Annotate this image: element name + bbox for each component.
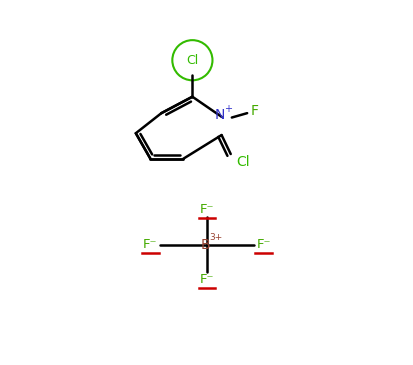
Text: F: F bbox=[250, 104, 258, 118]
Text: 3+: 3+ bbox=[209, 234, 222, 242]
Text: Cl: Cl bbox=[236, 155, 250, 169]
Text: F⁻: F⁻ bbox=[199, 273, 214, 286]
Text: +: + bbox=[223, 104, 232, 115]
Text: F⁻: F⁻ bbox=[199, 203, 214, 216]
Text: F⁻: F⁻ bbox=[143, 238, 157, 251]
Text: F⁻: F⁻ bbox=[256, 238, 270, 251]
Text: N: N bbox=[214, 108, 224, 122]
Text: B: B bbox=[200, 238, 209, 251]
Text: Cl: Cl bbox=[186, 54, 198, 67]
